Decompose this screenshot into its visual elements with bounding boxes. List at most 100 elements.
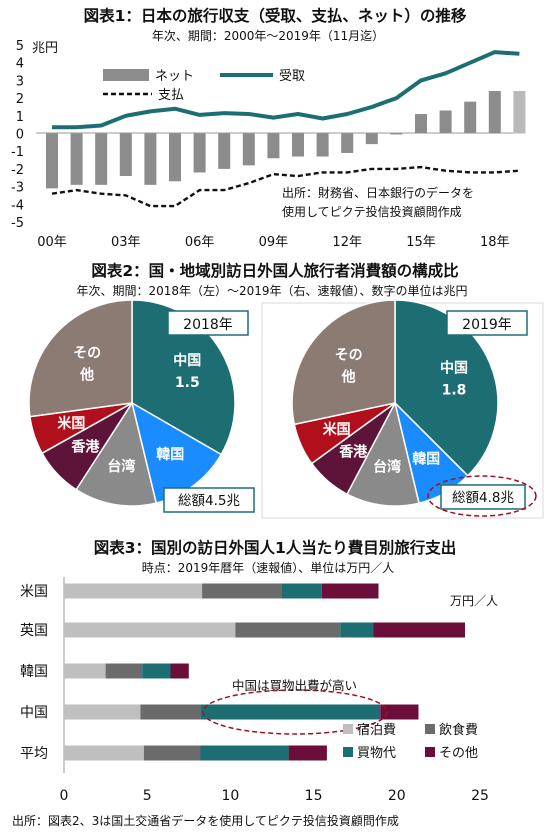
chart1-receipts-line: [52, 50, 520, 130]
chart3-bar-segment: [143, 745, 201, 761]
chart1-net-bar: [488, 91, 501, 134]
chart3-bar-segment: [64, 583, 203, 599]
pie-slice-label: 米国: [57, 415, 85, 432]
chart1-net-bar: [365, 133, 378, 145]
chart1-x-ticks: 00年 03年 06年 09年 12年 15年 18年: [37, 235, 509, 250]
chart3-x-tick-label: 5: [143, 788, 152, 804]
pie-slice-label: 1.5: [175, 375, 200, 391]
pie-2019-total-highlight: [427, 475, 537, 517]
legend-shopping-swatch: [343, 747, 353, 757]
chart3-x-tick-label: 0: [60, 788, 69, 804]
chart1-net-bar: [292, 133, 304, 157]
chart2: 図表2：国・地域別訪日外国人旅行者消費額の構成比 年次、期間：2018年（左）～…: [28, 261, 544, 519]
chart3: 図表3：国別の訪日外国人1人当たり費目別旅行支出 時点：2019年暦年（速報値）…: [20, 538, 498, 804]
chart3-bar-segment: [64, 704, 141, 720]
pie-slice-label: 1.8: [442, 383, 467, 399]
chart1-y-ticks: 5 4 3 2 1 0 -1 -2 -3 -4 -5: [11, 39, 24, 231]
pie-2019-year-box: [446, 310, 528, 336]
pie-slice-label: 香港: [338, 443, 368, 460]
legend-lodging-label: 宿泊費: [357, 722, 396, 738]
pie-2019-total-box: [440, 484, 526, 510]
pie-2019-year-label: 2019年: [462, 317, 512, 333]
chart1-y-tick-label: -1: [11, 145, 24, 160]
chart3-bar-segment: [105, 663, 143, 679]
chart3-bar-segment: [64, 663, 106, 679]
pie-slice: [75, 401, 158, 507]
chart1-title: 図表1：日本の旅行収支（受取、支払、ネット）の推移: [84, 6, 467, 25]
chart3-bar-segment: [170, 663, 189, 679]
pie-slice-label: 台湾: [373, 458, 401, 475]
chart1-net-bar: [415, 114, 427, 134]
legend-shopping-label: 買物代: [357, 746, 396, 761]
chart1-x-tick-label: 15年: [406, 235, 436, 250]
chart1-net-bar: [464, 101, 477, 134]
pie-slice-label: 韓国: [412, 451, 440, 468]
pie-2018-year-box: [167, 310, 249, 336]
chart3-x-ticks: 0 5 10 15 20 25: [60, 788, 489, 804]
chart1-net-bar: [119, 133, 132, 176]
chart3-bar-segment: [142, 663, 171, 679]
chart3-bar-segment: [64, 622, 236, 638]
chart3-china-highlight: [202, 689, 388, 735]
chart1-y-tick-label: 1: [16, 110, 24, 125]
pie-2018-total-box: [163, 487, 255, 513]
pie-slice-label: 韓国: [156, 446, 184, 463]
chart3-category-label: 英国: [20, 622, 48, 639]
chart3-bar-segment: [140, 704, 201, 720]
chart1-note-line2: 使用してピクテ投信投資顧問作成: [282, 204, 462, 219]
chart1-x-tick-label: 09年: [259, 235, 289, 250]
chart3-annotation: 中国は買物出費が高い: [232, 678, 357, 693]
chart2-subtitle: 年次、期間：2018年（左）～2019年（右、速報値）、数字の単位は兆円: [76, 283, 467, 298]
pie-2018-total-label: 総額4.5兆: [178, 493, 240, 509]
chart3-x-tick-label: 20: [388, 788, 406, 804]
chart3-bar-segment: [380, 704, 419, 720]
chart3-bar-segment: [288, 745, 327, 761]
chart3-bar-segment: [340, 622, 374, 638]
pie-slice: [131, 299, 236, 456]
pie-slice: [394, 299, 499, 477]
chart3-subtitle: 時点：2019年暦年（速報値）、単位は万円／人: [142, 560, 395, 575]
chart1-net-bar: [144, 133, 157, 185]
chart1-x-tick-label: 12年: [332, 235, 362, 250]
pie-slice-label: その: [335, 347, 363, 363]
pie-slice-label: 香港: [70, 439, 100, 456]
chart3-category-label: 韓国: [20, 664, 48, 680]
chart1-y-tick-label: 2: [16, 92, 24, 107]
chart3-title: 図表3：国別の訪日外国人1人当たり費目別旅行支出: [94, 538, 457, 557]
chart1-y-tick-label: -2: [11, 163, 24, 178]
chart1-net-bar: [267, 133, 280, 159]
chart3-bar-segment: [200, 704, 381, 720]
pie-slice: [345, 400, 420, 507]
chart1-net-bar: [70, 133, 83, 185]
chart3-x-tick-label: 10: [221, 788, 239, 804]
legend-payments-label: 支払: [158, 88, 184, 103]
chart3-x-tick-label: 25: [471, 788, 489, 804]
chart3-unit-label: 万円／人: [450, 594, 498, 608]
pie-2018-year-label: 2018年: [183, 317, 233, 333]
chart3-bar-segment: [282, 583, 322, 599]
chart3-bar-segment: [373, 622, 465, 638]
chart1-net-bar: [341, 133, 354, 153]
chart1-net-bar: [46, 133, 58, 189]
chart1-x-tick-label: 18年: [480, 235, 510, 250]
pie-slice-label: 中国: [440, 360, 468, 377]
pie-slice: [291, 299, 396, 426]
pie-slice: [28, 299, 133, 418]
chart1-y-tick-label: -5: [11, 216, 24, 231]
chart3-bar-segment: [200, 745, 289, 761]
chart2-title: 図表2：国・地域別訪日外国人旅行者消費額の構成比: [91, 261, 458, 280]
chart1-y-tick-label: -4: [11, 198, 24, 213]
pie-slice-label: その: [73, 346, 101, 362]
chart1-net-bar: [218, 133, 231, 169]
chart1-net-bar: [390, 133, 403, 135]
legend-other-swatch: [425, 747, 435, 757]
legend-lodging-swatch: [343, 724, 353, 734]
chart1-y-tick-label: 0: [16, 128, 24, 143]
chart1-y-tick-label: 4: [16, 57, 24, 72]
chart1-x-tick-label: 06年: [185, 235, 215, 250]
chart1-yunit: 兆円: [32, 41, 58, 56]
chart1-x-tick-label: 00年: [37, 235, 67, 250]
pie-slice-label: 台湾: [107, 458, 135, 475]
chart3-bar-segment: [64, 745, 144, 761]
